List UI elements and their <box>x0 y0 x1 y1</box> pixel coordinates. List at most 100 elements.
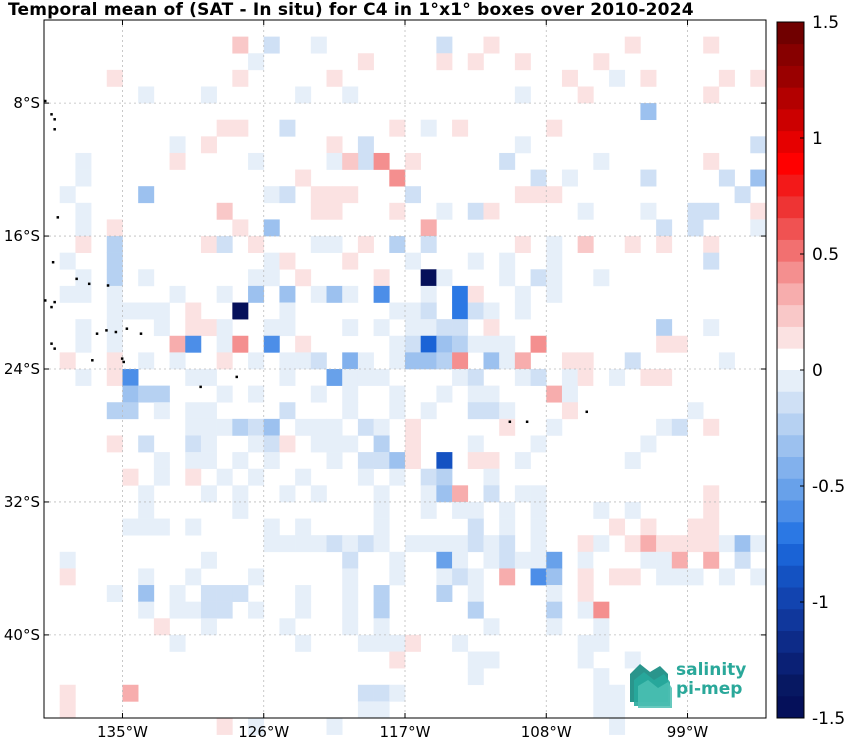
colorbar-swatch <box>777 283 804 306</box>
heatmap-cell <box>530 186 547 204</box>
heatmap-cell <box>467 518 484 536</box>
heatmap-cell <box>499 252 516 270</box>
heatmap-cell <box>577 585 594 602</box>
heatmap-cell <box>514 485 531 503</box>
heatmap-cell <box>153 302 170 320</box>
heatmap-cell <box>671 335 688 353</box>
heatmap-cell <box>295 269 312 287</box>
colorbar-swatch <box>777 217 804 240</box>
heatmap-cell <box>200 402 217 420</box>
heatmap-cell <box>185 369 202 386</box>
heatmap-cell <box>310 202 327 220</box>
heatmap-cell <box>232 585 249 602</box>
heatmap-cell <box>216 285 233 303</box>
heatmap-cell <box>530 435 547 453</box>
heatmap-cell <box>373 501 390 519</box>
heatmap-cell <box>326 452 343 470</box>
heatmap-cell <box>483 618 500 636</box>
heatmap-cell <box>216 319 233 337</box>
heatmap-cell <box>310 485 327 503</box>
heatmap-cell <box>216 418 233 436</box>
heatmap-cell <box>248 601 265 619</box>
heatmap-cell <box>373 701 390 719</box>
heatmap-cell <box>499 152 516 170</box>
heatmap-cell <box>389 335 406 353</box>
heatmap-cell <box>342 86 359 104</box>
heatmap-cell <box>436 485 453 503</box>
heatmap-cell <box>593 152 610 170</box>
y-tick-label: 16°S <box>4 227 40 245</box>
heatmap-cell <box>342 385 359 403</box>
colorbar-swatch <box>777 370 804 393</box>
heatmap-cell <box>389 202 406 220</box>
heatmap-cell <box>452 319 469 337</box>
y-tick-label: 8°S <box>13 94 40 112</box>
heatmap-cell <box>624 452 641 470</box>
heatmap-cell <box>593 551 610 569</box>
heatmap-cell <box>577 535 594 553</box>
heatmap-cell <box>514 136 531 154</box>
heatmap-cell <box>656 319 673 337</box>
heatmap-cell <box>122 302 139 320</box>
heatmap-cell <box>279 485 296 503</box>
heatmap-cell <box>153 402 170 420</box>
heatmap-cell <box>405 352 421 370</box>
heatmap-cell <box>593 535 610 553</box>
heatmap-cell <box>420 535 437 553</box>
heatmap-cell <box>342 152 359 170</box>
heatmap-cell <box>200 551 217 569</box>
heatmap-cell <box>546 585 563 602</box>
heatmap-cell <box>59 684 76 702</box>
heatmap-cell <box>546 385 563 403</box>
heatmap-cell <box>530 169 547 187</box>
heatmap-cell <box>185 302 202 320</box>
heatmap-cell <box>389 169 406 187</box>
heatmap-cell <box>420 119 437 137</box>
heatmap-cell <box>467 501 484 519</box>
heatmap-cell <box>373 518 390 536</box>
heatmap-cell <box>200 618 217 636</box>
heatmap-cell <box>59 252 76 270</box>
heatmap-cell <box>200 601 217 619</box>
colorbar-swatch <box>777 304 804 327</box>
heatmap-cell <box>499 535 516 553</box>
heatmap-cell <box>624 535 641 553</box>
heatmap-cell <box>703 485 720 503</box>
heatmap-cell <box>389 236 406 253</box>
heatmap-cell <box>185 468 202 486</box>
heatmap-cell <box>467 302 484 320</box>
heatmap-cell <box>656 535 673 553</box>
heatmap-cell <box>546 119 563 137</box>
colorbar-swatch <box>777 348 804 371</box>
colorbar-swatch <box>777 587 804 610</box>
heatmap-cell <box>295 418 312 436</box>
heatmap-cell <box>326 369 343 386</box>
heatmap-cell <box>436 269 453 287</box>
heatmap-cell <box>389 119 406 137</box>
island-marker <box>114 330 118 334</box>
heatmap-cell <box>357 236 374 253</box>
heatmap-cell <box>514 352 531 370</box>
island-marker <box>91 359 94 362</box>
heatmap-cell <box>200 485 217 503</box>
y-tick-label: 40°S <box>4 626 40 644</box>
heatmap-cell <box>232 36 249 54</box>
heatmap-cell <box>499 269 516 287</box>
heatmap-cell <box>295 468 312 486</box>
colorbar-tick-label: -1.5 <box>812 709 845 729</box>
heatmap-cell <box>357 352 374 370</box>
heatmap-cell <box>169 601 186 619</box>
heatmap-cell <box>279 252 296 270</box>
heatmap-cell <box>483 302 500 320</box>
heatmap-cell <box>499 335 516 353</box>
heatmap-cell <box>216 202 233 220</box>
heatmap-cell <box>687 535 704 553</box>
heatmap-cell <box>106 435 123 453</box>
heatmap-cell <box>279 119 296 137</box>
heatmap-cell <box>546 186 563 204</box>
heatmap-cell <box>593 634 610 652</box>
heatmap-cell <box>326 718 343 735</box>
island-marker <box>50 342 53 345</box>
island-marker <box>525 420 529 424</box>
